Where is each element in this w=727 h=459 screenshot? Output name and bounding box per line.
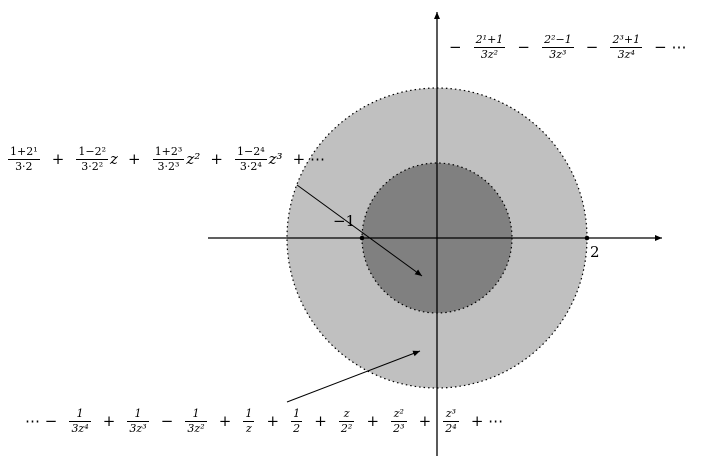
series-top: − 2¹+1 3z² − 2²−1 3z³ − 2³+1 3z⁴ − ⋯ — [444, 34, 692, 60]
arrow-to-inner-disc — [296, 184, 423, 277]
series-left-op-1: + — [51, 150, 65, 169]
series-bottom-lead: ⋯ − — [25, 412, 58, 431]
series-bottom-term-7: z² 2³ — [391, 407, 407, 435]
series-bottom-op-2: − — [160, 412, 174, 431]
point-minus-one — [359, 235, 365, 241]
series-bottom-term-6: z 2² — [338, 407, 355, 435]
series-left-tail: + ⋯ — [292, 150, 325, 169]
series-left: 1+2¹ 3·2 + 1−2² 3·2² z + 1+2³ 3·2³ z² + 1−2⁴ 3… — [6, 146, 330, 172]
series-bottom-term-1: 1 3z⁴ — [69, 407, 91, 435]
label-two: 2 — [590, 243, 600, 261]
series-bottom-term-2: 1 3z³ — [127, 407, 149, 435]
series-bottom-op-5: + — [314, 412, 327, 431]
series-top-op-2: − — [585, 38, 599, 57]
series-top-op-1: − — [517, 38, 530, 57]
arrow-to-annulus — [286, 350, 421, 403]
series-left-op-2: + — [128, 150, 141, 169]
series-left-term-3: 1+2³ 3·2³ — [152, 145, 185, 173]
series-left-var-2: z — [110, 150, 118, 169]
series-left-term-1: 1+2¹ 3·2 — [8, 145, 40, 173]
series-bottom-term-8: z³ 2⁴ — [443, 407, 459, 435]
series-top-term-2: 2²−1 3z³ — [542, 33, 574, 61]
series-bottom-op-1: + — [102, 412, 116, 431]
series-left-term-2: 1−2² 3·2² — [76, 145, 109, 173]
series-bottom-op-7: + — [418, 412, 432, 431]
point-two — [584, 235, 590, 241]
label-minus-one: −1 — [333, 212, 356, 230]
series-top-term-3: 2³+1 3z⁴ — [610, 33, 643, 61]
series-bottom-op-3: + — [218, 412, 232, 431]
series-left-term-4: 1−2⁴ 3·2⁴ — [235, 145, 267, 173]
series-top-tail: − ⋯ — [654, 38, 687, 57]
series-left-var-4: z³ — [268, 150, 283, 169]
series-top-term-1: 2¹+1 3z² — [473, 33, 506, 61]
series-left-op-3: + — [210, 150, 223, 169]
series-bottom-op-4: + — [266, 412, 280, 431]
series-bottom-tail: + ⋯ — [470, 412, 504, 431]
series-bottom-term-3: 1 3z² — [185, 407, 207, 435]
series-top-lead: − — [449, 38, 462, 57]
series-left-var-3: z² — [186, 150, 201, 169]
series-bottom-op-6: + — [366, 412, 380, 431]
